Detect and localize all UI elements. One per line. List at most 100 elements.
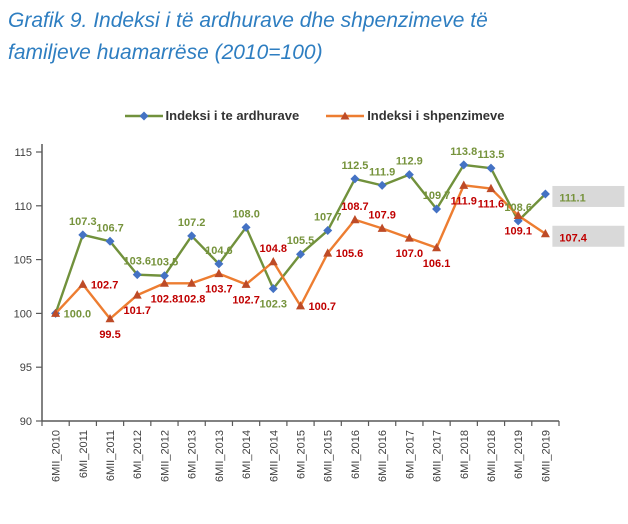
x-tick-label: 6MII_2017 — [432, 430, 444, 482]
diamond-marker-icon — [377, 180, 387, 190]
triangle-marker-icon — [377, 223, 387, 232]
x-tick-label: 6MI_2013 — [187, 430, 199, 479]
triangle-marker-icon — [540, 228, 550, 238]
diamond-marker-icon — [159, 271, 169, 281]
diamond-marker-icon — [187, 231, 197, 241]
data-label: 102.7 — [91, 279, 119, 291]
data-label: 108.6 — [504, 202, 532, 214]
data-label: 101.7 — [123, 305, 151, 317]
data-label: 107.4 — [559, 232, 587, 244]
diamond-marker-icon — [132, 270, 142, 280]
diamond-marker-icon — [105, 236, 115, 246]
data-label: 107.3 — [69, 216, 97, 228]
data-label: 103.5 — [151, 257, 179, 269]
legend-item-0: Indeksi i te ardhurave — [124, 108, 300, 123]
x-tick-label: 6MI_2011 — [78, 430, 90, 478]
diamond-marker-icon — [486, 163, 496, 173]
x-tick-label: 6MI_2017 — [404, 430, 416, 479]
data-label: 106.1 — [423, 258, 451, 270]
triangle-marker-icon — [187, 278, 197, 287]
y-tick-label: 95 — [20, 362, 32, 374]
diamond-marker-icon — [296, 249, 305, 259]
triangle-marker-icon — [105, 313, 115, 323]
data-label: 100.0 — [64, 308, 92, 320]
data-label: 105.5 — [287, 235, 315, 247]
data-label: 109.7 — [423, 190, 451, 202]
diamond-marker-icon — [268, 284, 278, 294]
data-label: 104.8 — [260, 243, 288, 255]
data-label: 113.5 — [478, 149, 505, 161]
highlight-box — [552, 185, 625, 207]
y-tick-label: 100 — [14, 308, 32, 320]
line-chart-plot: 90 95 100 105 110 115 6MII_2010 6MI_2011 6MII_20… — [14, 144, 625, 482]
data-label: 107.0 — [396, 248, 424, 260]
legend-label: Indeksi i shpenzimeve — [367, 108, 505, 123]
highlight-box — [552, 225, 625, 247]
x-tick-label: 6MII_2013 — [214, 430, 226, 482]
data-label: 102.8 — [178, 293, 206, 305]
x-tick-label: 6MII_2010 — [51, 430, 63, 482]
triangle-marker-icon — [214, 268, 224, 278]
data-label: 102.8 — [151, 293, 179, 305]
data-label: 108.0 — [232, 208, 260, 220]
data-label: 103.7 — [205, 284, 233, 296]
data-label: 112.9 — [396, 156, 423, 168]
triangle-marker-icon — [404, 233, 414, 242]
y-tick-label: 105 — [14, 255, 32, 267]
diamond-marker-icon — [139, 111, 149, 120]
diamond-marker-icon — [404, 170, 414, 180]
x-tick-label: 6MI_2018 — [459, 430, 471, 479]
chart-legend: Indeksi i te ardhurave Indeksi i shpenzim… — [0, 108, 628, 123]
triangle-marker-icon — [241, 279, 251, 288]
data-label: 105.6 — [336, 248, 364, 260]
x-tick-label: 6MII_2016 — [377, 430, 389, 482]
data-label: 107.2 — [178, 217, 206, 229]
diamond-marker-icon — [78, 230, 88, 240]
triangle-marker-icon — [323, 248, 333, 257]
data-label: 106.7 — [96, 222, 124, 234]
triangle-marker-icon — [132, 290, 142, 299]
data-label: 104.6 — [205, 245, 233, 257]
data-label: 112.5 — [341, 160, 368, 172]
x-tick-label: 6MI_2015 — [296, 430, 308, 479]
x-tick-label: 6MI_2014 — [241, 430, 253, 479]
data-label: 102.3 — [260, 299, 288, 311]
data-label: 111.9 — [451, 195, 477, 207]
diamond-marker-icon — [540, 189, 550, 199]
diamond-legend-swatch — [124, 111, 163, 120]
data-label: 102.7 — [232, 294, 260, 306]
y-tick-label: 115 — [14, 147, 32, 159]
x-tick-label: 6MII_2012 — [159, 430, 171, 482]
chart-title: Grafik 9. Indeksi i të ardhurave dhe shp… — [8, 9, 488, 64]
data-label: 108.7 — [341, 201, 369, 213]
triangle-marker-icon — [432, 242, 442, 252]
diamond-marker-icon — [241, 222, 251, 232]
triangle-marker-icon — [513, 210, 523, 219]
data-label: 99.5 — [99, 329, 120, 341]
diamond-marker-icon — [350, 174, 360, 184]
x-tick-label: 6MII_2014 — [268, 430, 280, 482]
triangle-marker-icon — [340, 111, 350, 119]
x-tick-label: 6MII_2018 — [486, 430, 498, 482]
data-label: 113.8 — [450, 146, 477, 158]
y-tick-label: 90 — [20, 416, 32, 428]
x-tick-label: 6MI_2012 — [132, 430, 144, 479]
triangle-marker-icon — [296, 301, 305, 310]
triangle-marker-icon — [459, 180, 469, 189]
legend-label: Indeksi i te ardhurave — [165, 108, 300, 123]
triangle-marker-icon — [159, 278, 169, 287]
triangle-legend-swatch — [326, 111, 365, 119]
data-label: 103.6 — [123, 256, 151, 268]
triangle-marker-icon — [486, 183, 496, 193]
triangle-marker-icon — [350, 214, 360, 224]
triangle-marker-icon — [51, 308, 61, 317]
triangle-marker-icon — [268, 256, 278, 266]
x-tick-label: 6MI_2016 — [350, 430, 362, 479]
data-label: 107.9 — [368, 209, 396, 221]
diamond-marker-icon — [432, 204, 442, 214]
data-label: 109.1 — [504, 225, 532, 237]
data-label: 111.9 — [369, 166, 395, 178]
legend-item-1: Indeksi i shpenzimeve — [325, 108, 504, 123]
diamond-marker-icon — [323, 226, 333, 236]
